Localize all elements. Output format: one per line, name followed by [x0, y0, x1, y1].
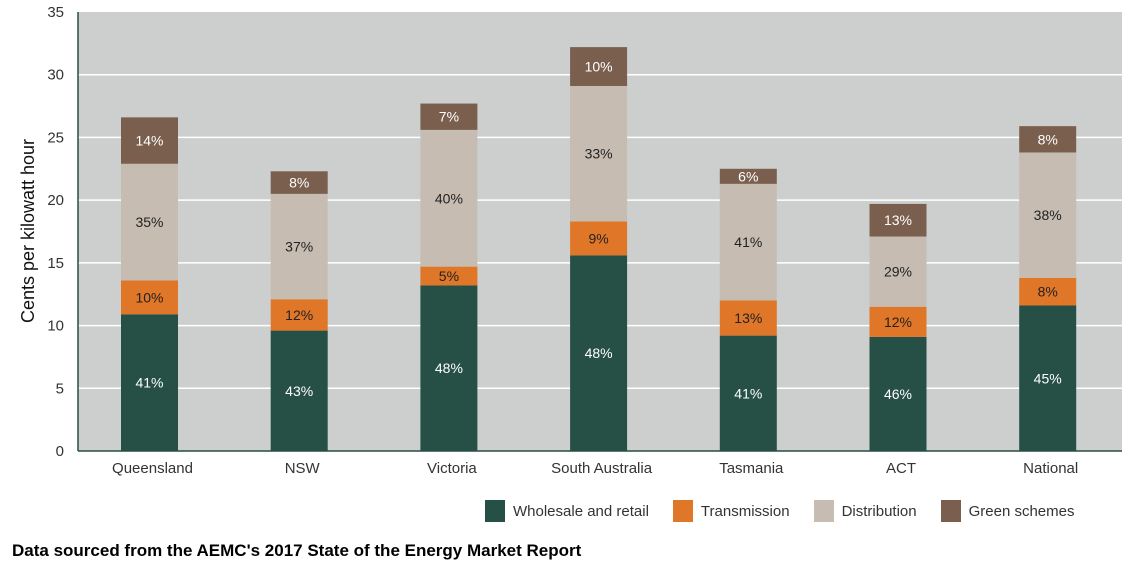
bar-segment-label: 9%: [588, 230, 608, 246]
legend-item-distribution: Distribution: [813, 500, 917, 522]
legend-label-distribution: Distribution: [841, 502, 917, 520]
bar-segment-distribution: [1019, 152, 1077, 278]
bar-segment-wholesale-and-retail: [570, 255, 628, 451]
bar-segment-label: 10%: [585, 59, 613, 75]
x-tick-label: South Australia: [551, 460, 653, 477]
bar-segment-green-schemes: [719, 168, 777, 184]
bar-segment-label: 7%: [439, 109, 459, 125]
bar-segment-transmission: [121, 280, 178, 315]
bar-segment-label: 12%: [285, 307, 313, 323]
bar-segment-transmission: [869, 306, 927, 337]
legend-item-wholesale: Wholesale and retail: [485, 500, 649, 522]
x-tick-label: National: [1023, 460, 1078, 477]
bar-segment-label: 46%: [884, 386, 912, 402]
bar-segment-label: 13%: [884, 212, 912, 228]
legend-swatch-transmission: [672, 500, 693, 522]
bar-segment-green-schemes: [121, 117, 178, 164]
bars: 41% 10% 35% 14% 43% 12% 37% 8% 48% 5% 40% 7% 48% 9% 33…: [121, 47, 1077, 451]
y-tick-label: 0: [56, 443, 64, 460]
bar-segment-green-schemes: [420, 103, 478, 130]
bar-segment-distribution: [270, 193, 328, 300]
legend: Wholesale and retail Transmission Distri…: [485, 500, 1074, 522]
y-tick-label: 10: [47, 318, 64, 335]
legend-swatch-wholesale: [485, 500, 505, 522]
bar-segment-wholesale-and-retail: [121, 314, 178, 451]
source-note: Data sourced from the AEMC's 2017 State …: [12, 541, 582, 560]
bar-segment-label: 12%: [884, 314, 912, 330]
bar-segment-transmission: [1019, 277, 1077, 306]
y-tick-label: 15: [47, 255, 64, 272]
bar-stack: 48% 9% 33% 10%: [570, 47, 628, 451]
bar-segment-label: 38%: [1034, 207, 1062, 223]
bar-segment-label: 48%: [435, 360, 463, 376]
bar-segment-label: 14%: [135, 133, 163, 149]
bar-stack: 41% 10% 35% 14%: [121, 117, 178, 451]
bar-segment-transmission: [420, 266, 478, 286]
bar-segment-label: 41%: [734, 385, 762, 401]
x-tick-label: Queensland: [112, 460, 193, 477]
bar-segment-wholesale-and-retail: [719, 335, 777, 451]
x-tick-label: Victoria: [427, 460, 477, 477]
bar-stack: 43% 12% 37% 8%: [270, 171, 328, 451]
bar-segment-green-schemes: [869, 203, 927, 237]
bar-segment-wholesale-and-retail: [869, 336, 927, 451]
bar-segment-label: 8%: [289, 175, 309, 191]
y-axis-ticks: 0 5 10 15 20 25 30 35: [47, 4, 64, 460]
bar-segment-green-schemes: [1019, 126, 1077, 153]
bar-segment-label: 35%: [135, 214, 163, 230]
y-tick-label: 5: [56, 380, 64, 397]
bar-stack: 46% 12% 29% 13%: [869, 203, 927, 451]
x-axis-labels: Queensland NSW Victoria South Australia Tasm…: [112, 460, 1078, 477]
bar-segment-label: 8%: [1038, 131, 1058, 147]
x-tick-label: Tasmania: [719, 460, 784, 477]
bar-segment-green-schemes: [270, 171, 328, 194]
x-tick-label: NSW: [285, 460, 321, 477]
bar-segment-label: 40%: [435, 190, 463, 206]
legend-swatch-distribution: [813, 500, 834, 522]
bar-segment-label: 37%: [285, 239, 313, 255]
bar-segment-wholesale-and-retail: [1019, 305, 1077, 451]
legend-label-green-schemes: Green schemes: [968, 502, 1075, 520]
bar-segment-label: 29%: [884, 264, 912, 280]
bar-segment-distribution: [420, 129, 478, 267]
x-tick-label: ACT: [886, 460, 916, 477]
bar-segment-label: 13%: [734, 310, 762, 326]
bar-segment-label: 8%: [1038, 284, 1058, 300]
bar-segment-label: 43%: [285, 383, 313, 399]
bar-segment-transmission: [570, 221, 628, 256]
bar-segment-label: 45%: [1034, 370, 1062, 386]
bar-segment-distribution: [869, 236, 927, 307]
bar-segment-label: 41%: [734, 234, 762, 250]
legend-item-transmission: Transmission: [672, 500, 790, 522]
legend-label-transmission: Transmission: [700, 502, 790, 520]
bar-segment-distribution: [719, 183, 777, 301]
bar-stack: 41% 13% 41% 6%: [719, 168, 777, 451]
y-tick-label: 20: [47, 192, 64, 209]
bar-segment-label: 48%: [585, 345, 613, 361]
legend-item-green-schemes: Green schemes: [940, 500, 1075, 522]
y-tick-label: 30: [47, 67, 64, 84]
bar-segment-distribution: [121, 163, 178, 281]
bar-segment-label: 41%: [135, 375, 163, 391]
legend-swatch-green-schemes: [940, 500, 961, 522]
bar-segment-label: 6%: [738, 168, 758, 184]
bar-stack: 45% 8% 38% 8%: [1019, 126, 1077, 451]
y-tick-label: 25: [47, 129, 64, 146]
bar-segment-label: 10%: [135, 289, 163, 305]
bar-segment-wholesale-and-retail: [420, 285, 478, 451]
bar-stack: 48% 5% 40% 7%: [420, 103, 478, 451]
bar-segment-transmission: [270, 299, 328, 331]
y-tick-label: 35: [47, 4, 64, 21]
stacked-bar-chart: 0 5 10 15 20 25 30 35 41% 10% 35% 14% 43% 12% 37% 8% 48…: [18, 4, 1122, 477]
bar-segment-wholesale-and-retail: [270, 330, 328, 451]
bar-segment-distribution: [570, 86, 628, 222]
y-axis-title: Cents per kilowatt hour: [18, 139, 38, 323]
bar-segment-transmission: [719, 300, 777, 336]
bar-segment-green-schemes: [570, 47, 628, 87]
bar-segment-label: 33%: [585, 146, 613, 162]
legend-label-wholesale: Wholesale and retail: [513, 502, 649, 520]
bar-segment-label: 5%: [439, 268, 459, 284]
